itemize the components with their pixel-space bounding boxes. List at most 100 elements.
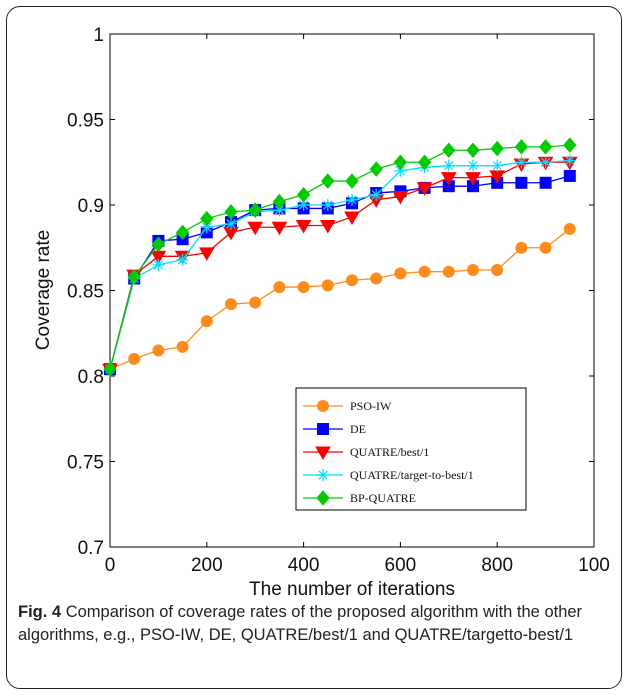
data-point — [467, 263, 479, 276]
data-point — [128, 352, 141, 365]
legend-entry: BP-QUATRE — [303, 490, 416, 506]
legend-entry: DE — [303, 422, 366, 436]
data-point — [225, 217, 237, 230]
data-point — [563, 169, 576, 182]
legend-label: QUATRE/best/1 — [350, 445, 429, 459]
data-point — [248, 202, 262, 218]
data-point — [127, 269, 141, 285]
data-point — [515, 176, 528, 189]
data-point — [273, 281, 286, 294]
data-point — [442, 265, 455, 278]
x-tick-label: 600 — [385, 555, 417, 576]
data-point — [295, 220, 312, 234]
y-tick-label: 1 — [93, 25, 104, 46]
data-point — [442, 142, 456, 159]
axis-ticks: 0 200 400 600 800 100 0.7 0.75 0.8 0.85 0.9 0.95 1 — [67, 25, 610, 576]
data-point — [200, 210, 214, 227]
y-axis-label: Coverage rate — [33, 230, 54, 350]
series-quatre-target-to-best-1 — [104, 154, 576, 376]
data-point — [249, 296, 262, 309]
series-quatre-best-1 — [102, 156, 578, 378]
legend-marker — [317, 400, 329, 412]
data-point — [514, 139, 529, 155]
data-point — [539, 241, 552, 254]
data-point — [103, 361, 117, 377]
legend-label: BP-QUATRE — [350, 491, 416, 505]
legend-entry: PSO-IW — [303, 399, 392, 413]
series-layer — [102, 137, 578, 378]
caption-text: Comparison of coverage rates of the prop… — [18, 603, 583, 644]
data-point — [394, 164, 407, 177]
legend-marker — [317, 423, 329, 435]
data-point — [272, 193, 287, 210]
x-tick-label: 0 — [105, 555, 116, 576]
coverage-rate-chart: 0 200 400 600 800 100 0.7 0.75 0.8 0.85 0.9 0.95 1 T… — [33, 25, 610, 600]
data-point — [393, 154, 408, 171]
x-tick-label: 400 — [288, 555, 320, 576]
y-tick-label: 0.8 — [78, 367, 104, 388]
legend-marker — [317, 469, 329, 481]
x-tick-label: 200 — [191, 555, 223, 576]
data-point — [465, 172, 481, 186]
data-point — [344, 211, 360, 225]
data-point — [200, 315, 213, 328]
data-point — [394, 267, 407, 280]
data-point — [370, 188, 383, 201]
data-point — [176, 340, 189, 353]
data-point — [563, 154, 576, 167]
data-point — [418, 265, 431, 278]
data-point — [296, 186, 311, 203]
data-point — [273, 204, 286, 217]
data-point — [491, 263, 504, 276]
data-point — [440, 172, 457, 186]
data-point — [466, 142, 480, 159]
y-tick-label: 0.9 — [78, 196, 104, 217]
data-point — [345, 173, 359, 189]
data-point — [151, 236, 166, 253]
legend-label: PSO-IW — [350, 399, 392, 413]
series-pso-iw — [104, 222, 576, 376]
data-point — [346, 274, 358, 287]
series-bp-quatre — [103, 137, 577, 377]
data-point — [297, 199, 310, 211]
legend-marker — [316, 490, 330, 506]
data-point — [467, 159, 479, 172]
y-tick-label: 0.7 — [78, 538, 104, 559]
data-point — [225, 298, 237, 311]
data-point — [442, 159, 455, 172]
legend-marker — [315, 446, 331, 460]
y-tick-label: 0.85 — [67, 282, 104, 303]
data-point — [563, 222, 576, 235]
data-point — [346, 193, 358, 206]
caption-label: Fig. 4 — [18, 603, 62, 621]
x-axis-label: The number of iterations — [249, 579, 455, 600]
data-point — [515, 156, 528, 169]
data-point — [539, 176, 552, 189]
data-point — [416, 182, 433, 196]
data-point — [198, 247, 215, 261]
legend-entry: QUATRE/target-to-best/1 — [303, 468, 474, 482]
data-point — [247, 221, 264, 236]
data-point — [417, 154, 432, 171]
data-point — [175, 224, 190, 241]
legend-label: QUATRE/target-to-best/1 — [350, 468, 474, 482]
x-tick-label: 100 — [578, 555, 610, 576]
data-point — [369, 161, 383, 177]
data-point — [321, 173, 335, 189]
y-tick-label: 0.75 — [67, 453, 104, 474]
data-point — [200, 221, 213, 234]
data-point — [515, 241, 528, 254]
data-point — [319, 220, 336, 234]
data-point — [152, 258, 165, 271]
data-point — [321, 279, 334, 292]
legend-entry: QUATRE/best/1 — [303, 445, 429, 460]
legend-box — [295, 387, 527, 511]
data-point — [224, 204, 238, 220]
data-point — [392, 190, 409, 205]
data-point — [539, 156, 552, 169]
data-point — [321, 199, 334, 211]
data-point — [271, 221, 288, 236]
data-point — [370, 272, 383, 285]
legend: PSO-IW DE QUATRE/best/1 QUATRE/target-to-be… — [295, 387, 527, 511]
data-point — [538, 139, 553, 155]
